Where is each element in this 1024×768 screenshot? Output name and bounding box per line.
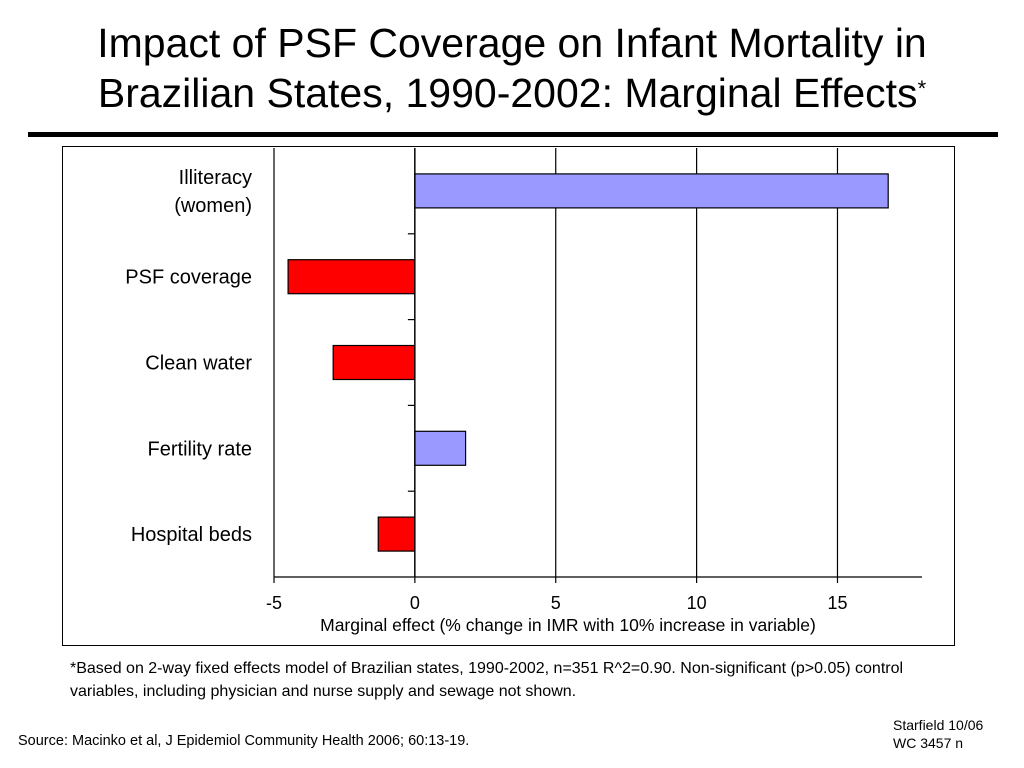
category-label-2: Clean water	[145, 353, 252, 375]
slide-title: Impact of PSF Coverage on Infant Mortali…	[0, 18, 1024, 118]
category-label-0-0: Illiteracy	[179, 167, 252, 189]
category-label-0-1: (women)	[174, 195, 252, 217]
title-line-2-text: Brazilian States, 1990-2002: Marginal Ef…	[97, 70, 918, 116]
x-tick-label-4: 15	[827, 593, 847, 613]
footnote: *Based on 2-way fixed effects model of B…	[70, 660, 904, 700]
title-footnote-marker: *	[917, 76, 927, 101]
x-tick-label-0: -5	[266, 593, 282, 613]
credit-line-2: WC 3457 n	[893, 735, 964, 751]
credit: Starfield 10/06 WC 3457 n	[893, 716, 983, 752]
bar-2	[332, 344, 416, 381]
bar-1	[287, 259, 416, 295]
title-divider	[28, 132, 998, 137]
source-citation: Source: Macinko et al, J Epidemiol Commu…	[18, 733, 470, 749]
bar-4	[377, 516, 416, 552]
bar-0	[414, 173, 889, 209]
x-tick-label-2: 5	[551, 593, 561, 613]
bar-3	[414, 430, 467, 466]
x-tick-label-3: 10	[687, 593, 707, 613]
category-label-1: PSF coverage	[125, 267, 252, 289]
x-axis-title: Marginal effect (% change in IMR with 10…	[320, 615, 816, 635]
chart-frame	[62, 146, 955, 646]
credit-line-1: Starfield 10/06	[893, 717, 984, 733]
category-label-3: Fertility rate	[148, 438, 252, 460]
x-tick-label-1: 0	[410, 593, 420, 613]
title-line-2: Brazilian States, 1990-2002: Marginal Ef…	[0, 68, 1024, 118]
title-line-1: Impact of PSF Coverage on Infant Mortali…	[97, 20, 927, 66]
category-label-4: Hospital beds	[131, 524, 252, 546]
